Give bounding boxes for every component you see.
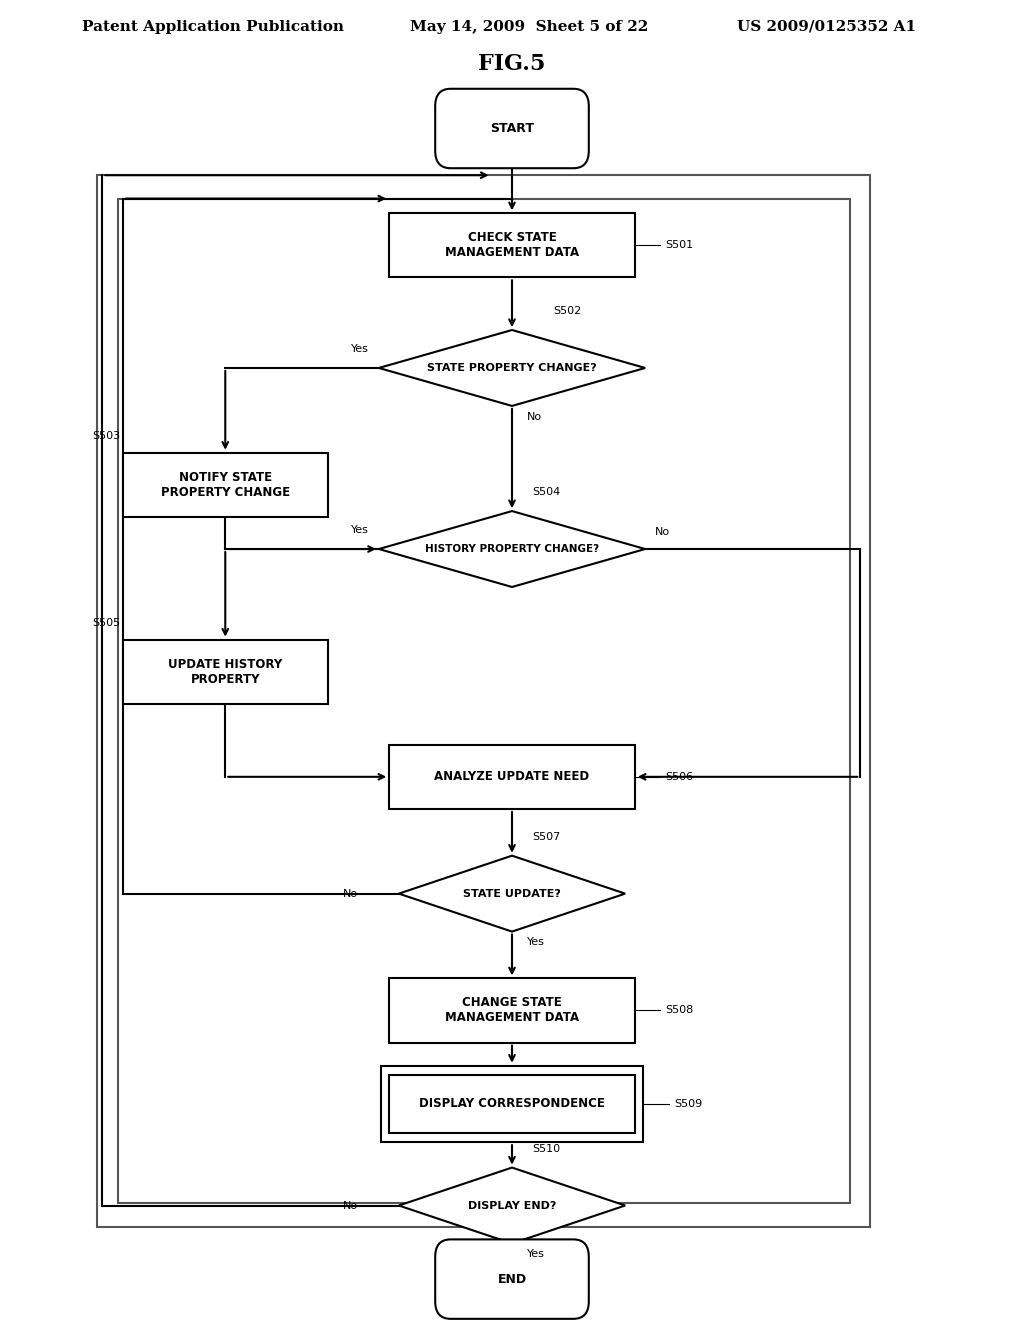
FancyBboxPatch shape [389,214,635,277]
Text: Patent Application Publication: Patent Application Publication [82,20,344,34]
Text: STATE PROPERTY CHANGE?: STATE PROPERTY CHANGE? [427,363,597,374]
Text: S509: S509 [674,1098,702,1109]
FancyBboxPatch shape [389,978,635,1043]
Text: DISPLAY CORRESPONDENCE: DISPLAY CORRESPONDENCE [419,1097,605,1110]
Text: No: No [655,528,671,537]
FancyBboxPatch shape [123,453,328,517]
Text: Yes: Yes [351,345,369,354]
Text: S503: S503 [92,430,120,441]
Text: S507: S507 [532,832,561,842]
Text: FIG.5: FIG.5 [478,53,546,75]
Text: S501: S501 [666,240,693,251]
Text: Yes: Yes [527,1249,545,1259]
FancyBboxPatch shape [381,1065,643,1142]
Text: DISPLAY END?: DISPLAY END? [468,1200,556,1210]
Text: HISTORY PROPERTY CHANGE?: HISTORY PROPERTY CHANGE? [425,544,599,554]
Text: S504: S504 [532,487,561,498]
Text: S508: S508 [666,1006,694,1015]
Text: Yes: Yes [351,525,369,535]
Text: S510: S510 [532,1143,560,1154]
Text: END: END [498,1272,526,1286]
Text: CHANGE STATE
MANAGEMENT DATA: CHANGE STATE MANAGEMENT DATA [445,997,579,1024]
Polygon shape [399,1168,625,1243]
Text: No: No [343,1200,358,1210]
Polygon shape [379,511,645,587]
FancyBboxPatch shape [435,1239,589,1319]
Text: No: No [527,412,543,422]
Text: START: START [490,121,534,135]
Text: US 2009/0125352 A1: US 2009/0125352 A1 [737,20,916,34]
Text: Yes: Yes [527,937,545,948]
Polygon shape [379,330,645,407]
FancyBboxPatch shape [389,744,635,809]
Text: S506: S506 [666,772,693,781]
Text: No: No [343,888,358,899]
Text: NOTIFY STATE
PROPERTY CHANGE: NOTIFY STATE PROPERTY CHANGE [161,471,290,499]
Polygon shape [399,855,625,932]
Text: May 14, 2009  Sheet 5 of 22: May 14, 2009 Sheet 5 of 22 [410,20,648,34]
Text: UPDATE HISTORY
PROPERTY: UPDATE HISTORY PROPERTY [168,657,283,685]
FancyBboxPatch shape [123,640,328,704]
FancyBboxPatch shape [435,88,589,168]
Text: S502: S502 [553,306,582,315]
Text: S505: S505 [92,618,120,628]
Text: CHECK STATE
MANAGEMENT DATA: CHECK STATE MANAGEMENT DATA [445,231,579,259]
Text: STATE UPDATE?: STATE UPDATE? [463,888,561,899]
FancyBboxPatch shape [389,1074,635,1133]
Text: ANALYZE UPDATE NEED: ANALYZE UPDATE NEED [434,771,590,783]
